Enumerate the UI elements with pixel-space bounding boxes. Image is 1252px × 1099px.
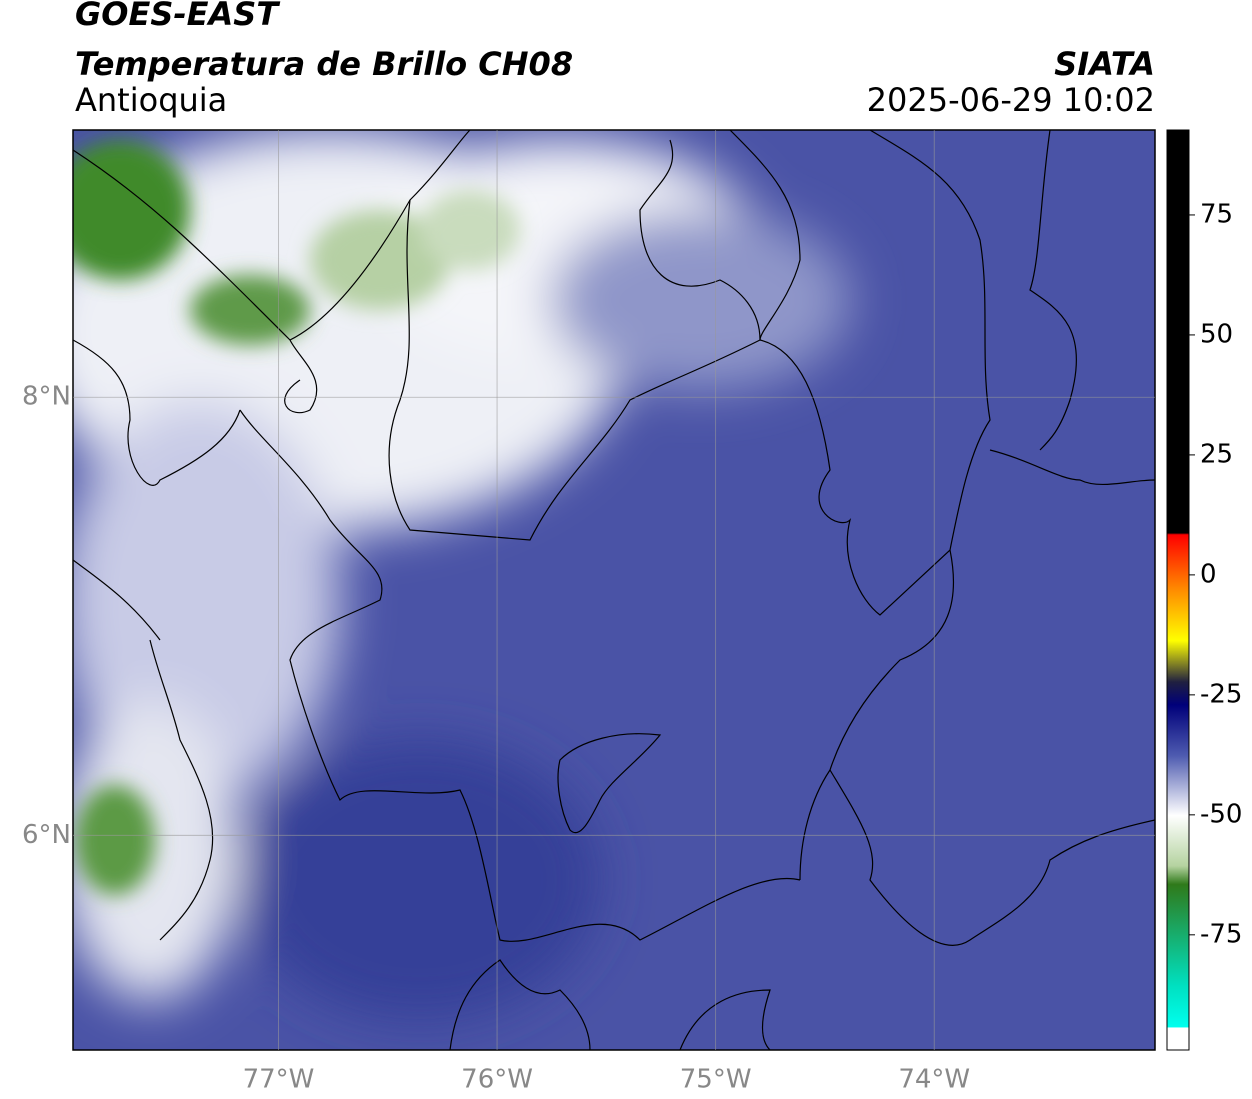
colorbar-tick-label: 75 xyxy=(1200,199,1233,229)
x-tick-label: 75°W xyxy=(680,1065,752,1095)
x-tick-label: 77°W xyxy=(243,1065,315,1095)
colorbar-tick-label: -75 xyxy=(1200,919,1242,949)
source: SIATA xyxy=(1054,45,1155,83)
colorbar-tick-label: -50 xyxy=(1200,799,1242,829)
title: GOES-EAST xyxy=(75,0,280,33)
x-tick-label: 74°W xyxy=(898,1065,970,1095)
region: Antioquia xyxy=(75,81,227,119)
colorbar-tick-label: -25 xyxy=(1200,679,1242,709)
map-frame xyxy=(72,129,1156,1051)
colorbar-tick-label: 50 xyxy=(1200,319,1233,349)
y-tick-label: 6°N xyxy=(22,820,71,850)
colorbar-tick-label: 25 xyxy=(1200,439,1233,469)
colorbar xyxy=(1166,129,1190,1051)
subtitle: Temperatura de Brillo CH08 xyxy=(75,45,573,83)
y-tick-label: 8°N xyxy=(22,382,71,412)
map-image xyxy=(73,130,1155,1050)
datetime: 2025-06-29 10:02 xyxy=(867,81,1155,119)
colorbar-tick-label: 0 xyxy=(1200,559,1217,589)
x-tick-label: 76°W xyxy=(461,1065,533,1095)
